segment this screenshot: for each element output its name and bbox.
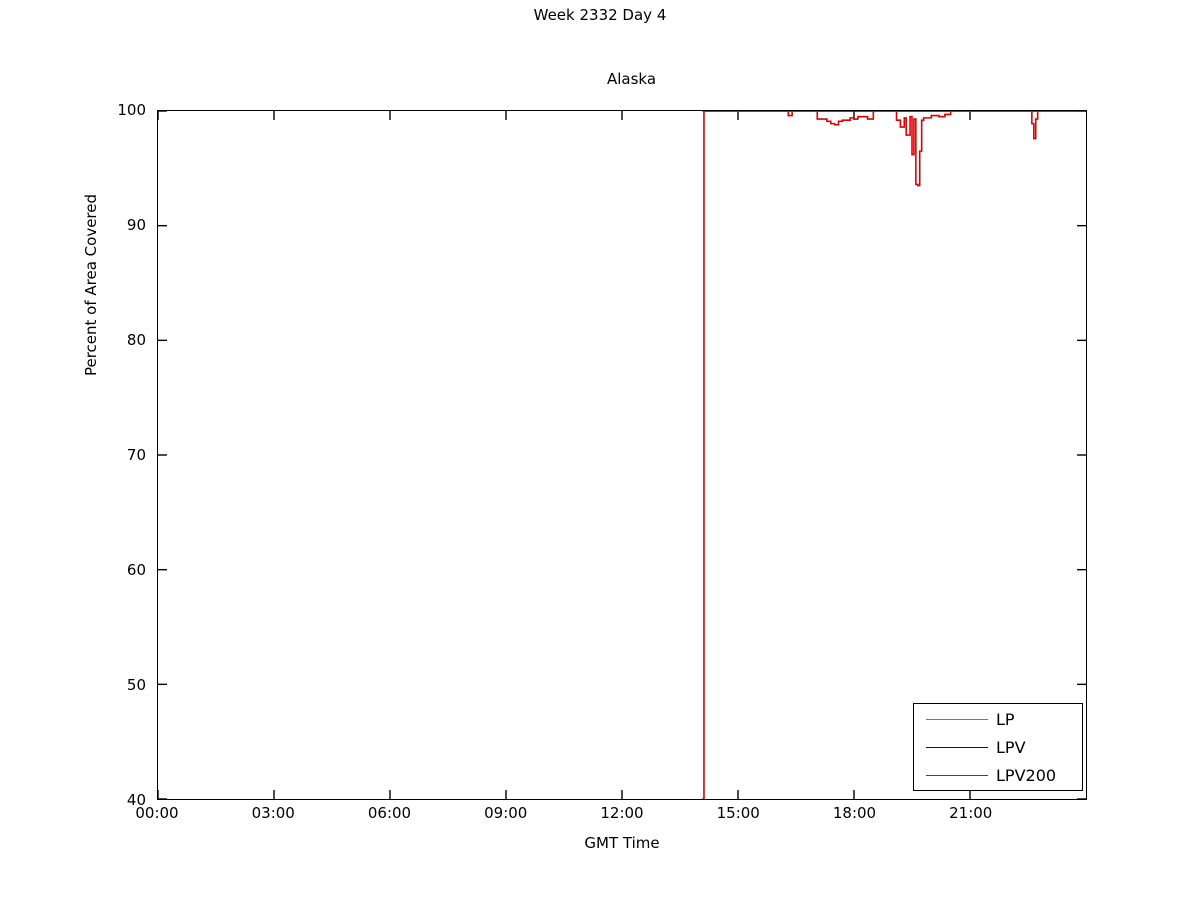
x-tick-label: 15:00 [716,804,760,822]
figure-suptitle: Week 2332 Day 4 [533,6,667,24]
y-tick-label: 100 [117,101,146,119]
y-tick-label: 60 [126,561,146,579]
x-axis-label: GMT Time [584,834,660,852]
legend-item-lp[interactable]: LP [914,706,1084,734]
legend-swatch-lpv [926,747,988,748]
series-line-lpv200 [702,111,1086,799]
y-axis-label: Percent of Area Covered [82,193,100,377]
axis-ticks [158,111,1086,799]
legend-swatch-lp [926,719,988,720]
y-tick-label: 70 [126,446,146,464]
y-tick-label: 90 [126,216,146,234]
plot-svg [158,111,1086,799]
legend-swatch-lpv200 [926,775,988,776]
y-tick-label: 50 [126,676,146,694]
legend-item-lpv200[interactable]: LPV200 [914,762,1084,790]
x-tick-label: 21:00 [949,804,993,822]
axes-title-line1: Alaska [607,70,657,88]
x-tick-label: 03:00 [251,804,295,822]
plot-area [157,110,1087,800]
legend-label: LPV200 [996,766,1057,785]
legend-box[interactable]: LP LPV LPV200 [913,703,1083,791]
y-axis-label-wrapper: Percent of Area Covered [82,194,100,456]
x-tick-label: 12:00 [600,804,644,822]
y-tick-label: 40 [126,791,146,809]
legend-label: LP [996,710,1015,729]
legend-item-lpv[interactable]: LPV [914,734,1084,762]
x-tick-label: 09:00 [484,804,528,822]
legend-label: LPV [996,738,1026,757]
y-tick-label: 80 [126,331,146,349]
x-tick-label: 00:00 [135,804,179,822]
x-tick-label: 18:00 [832,804,877,822]
data-series-group [702,111,1086,799]
x-tick-label: 06:00 [367,804,412,822]
